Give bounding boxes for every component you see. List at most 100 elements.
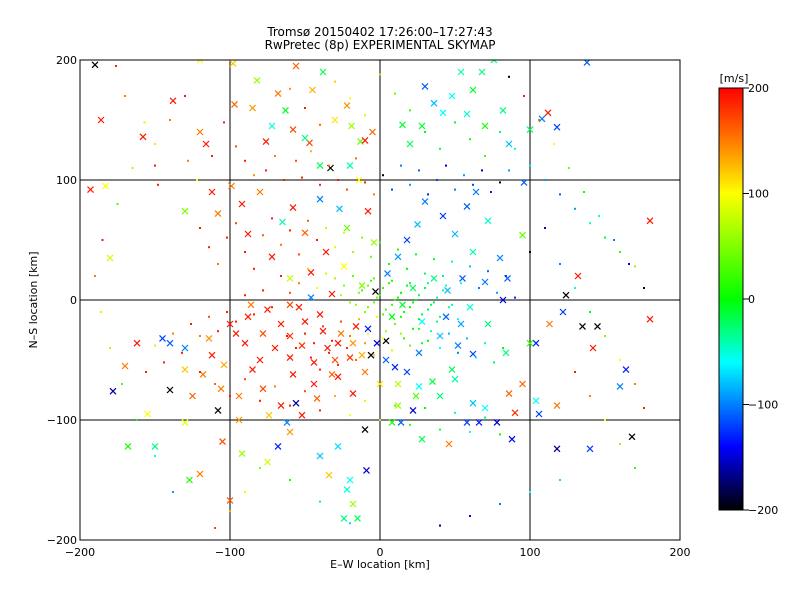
dot-marker	[406, 284, 408, 287]
dot-marker	[430, 330, 432, 333]
dot-marker	[559, 479, 561, 481]
cross-marker	[394, 380, 402, 388]
dot-marker	[145, 371, 147, 373]
dot-marker	[391, 279, 393, 282]
dot-marker	[223, 121, 225, 124]
cross-marker	[622, 366, 630, 374]
cross-marker	[214, 210, 222, 218]
dot-marker	[259, 399, 261, 402]
dot-marker	[388, 282, 390, 285]
dot-marker	[235, 320, 237, 323]
dot-marker	[316, 287, 318, 289]
cross-marker	[286, 332, 294, 340]
cross-marker	[340, 262, 348, 270]
cross-marker	[349, 390, 357, 398]
cross-marker	[415, 349, 423, 357]
dot-marker	[439, 347, 441, 349]
colorbar-tick-label: 200	[748, 82, 769, 95]
dot-marker	[310, 356, 312, 359]
dot-marker	[373, 193, 375, 196]
dot-marker	[496, 291, 498, 294]
cross-marker	[109, 387, 117, 395]
dot-marker	[364, 181, 366, 184]
cross-marker	[301, 318, 309, 326]
cross-marker	[231, 100, 238, 108]
dot-marker	[439, 147, 441, 150]
dot-marker	[484, 342, 486, 345]
dot-marker	[424, 131, 426, 133]
cross-marker	[208, 188, 216, 196]
dot-marker	[244, 294, 246, 297]
cross-marker	[361, 136, 369, 144]
cross-marker	[544, 109, 552, 117]
cross-marker	[444, 286, 451, 294]
cross-marker	[376, 380, 384, 388]
cross-marker	[430, 274, 438, 282]
dot-marker	[319, 409, 321, 412]
cross-marker	[399, 301, 406, 309]
dot-marker	[379, 294, 381, 297]
dot-marker	[604, 335, 606, 337]
cross-marker	[358, 282, 366, 290]
cross-marker	[268, 253, 276, 261]
dot-marker	[409, 183, 411, 186]
dot-marker	[217, 263, 219, 265]
cross-marker	[277, 320, 285, 328]
dot-marker	[199, 371, 201, 373]
dot-marker	[529, 491, 531, 493]
dot-marker	[181, 351, 183, 354]
dot-marker	[514, 147, 516, 150]
cross-marker	[268, 122, 276, 130]
cross-marker	[499, 296, 507, 304]
dot-marker	[289, 87, 291, 90]
cross-marker	[286, 301, 294, 309]
dot-marker	[469, 431, 471, 433]
dot-marker	[490, 191, 492, 193]
dot-marker	[502, 347, 504, 349]
cross-marker	[241, 339, 249, 347]
cross-marker	[355, 176, 363, 184]
dot-marker	[568, 167, 570, 169]
dot-marker	[529, 164, 531, 167]
cross-marker	[91, 61, 99, 69]
cross-marker	[532, 397, 540, 405]
dot-marker	[412, 301, 414, 304]
dot-marker	[583, 191, 585, 193]
dot-marker	[349, 301, 351, 304]
dot-marker	[478, 287, 480, 289]
dot-marker	[574, 207, 576, 210]
cross-marker	[256, 356, 264, 364]
cross-marker	[295, 303, 303, 311]
cross-marker	[316, 162, 324, 170]
dot-marker	[619, 251, 621, 253]
cross-marker	[324, 344, 331, 352]
cross-marker	[553, 123, 561, 131]
dot-marker	[379, 419, 381, 421]
dot-marker	[451, 303, 453, 306]
cross-marker	[229, 60, 237, 68]
cross-marker	[334, 442, 342, 450]
dot-marker	[295, 159, 297, 162]
dot-marker	[394, 404, 396, 407]
x-tick-label: −200	[65, 546, 95, 559]
cross-marker	[346, 162, 354, 170]
dot-marker	[400, 315, 402, 318]
cross-marker	[526, 339, 534, 347]
cross-marker	[298, 411, 306, 419]
y-tick-label: −100	[47, 414, 77, 427]
cross-marker	[144, 410, 151, 418]
dot-marker	[283, 179, 285, 181]
dot-marker	[289, 404, 291, 407]
cross-marker	[264, 306, 271, 314]
cross-marker	[316, 452, 324, 460]
cross-marker	[526, 126, 534, 134]
y-axis: −200 −100 0 100 200	[47, 54, 86, 547]
cross-marker	[364, 207, 372, 215]
dot-marker	[460, 282, 462, 285]
dot-marker	[109, 347, 111, 349]
cross-marker	[463, 418, 471, 426]
cross-marker	[196, 470, 204, 478]
dot-marker	[364, 114, 366, 117]
cross-marker	[436, 392, 444, 400]
dot-marker	[427, 193, 429, 196]
